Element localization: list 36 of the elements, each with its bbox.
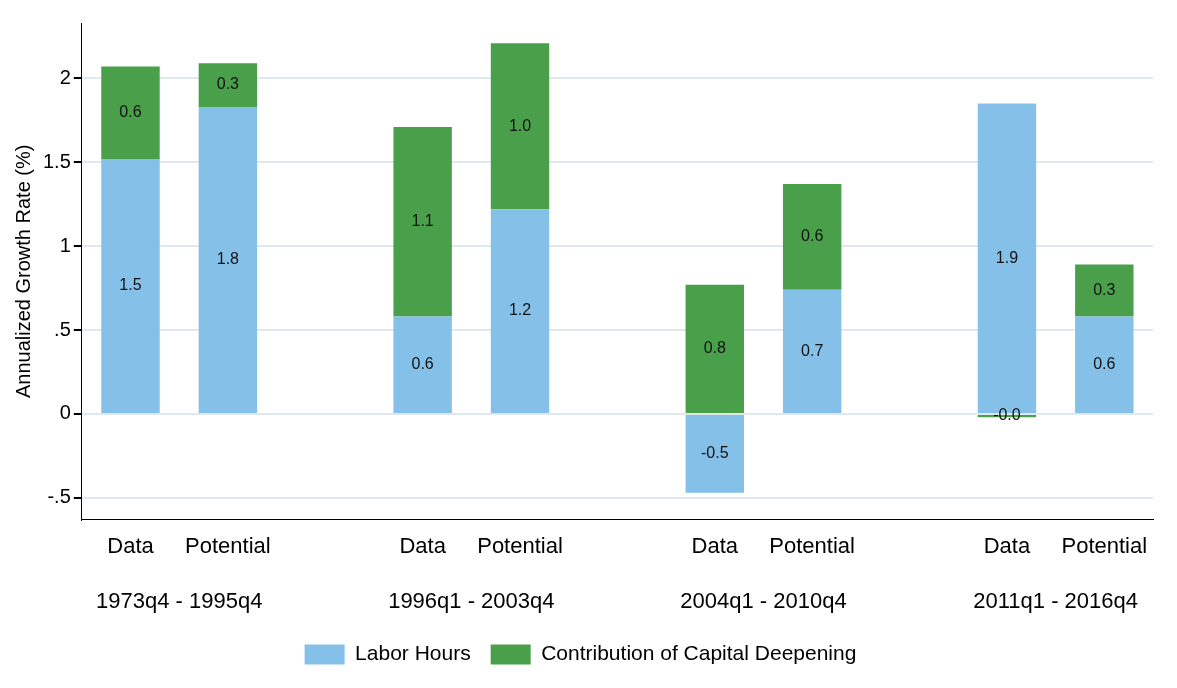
y-tick-label: 1 <box>59 233 71 256</box>
text: 1996q1 - 2003q4 <box>388 588 555 614</box>
data-label: 1.1 <box>411 212 434 230</box>
data-label: 0.3 <box>1093 281 1116 298</box>
data-label: 1.8 <box>216 250 240 268</box>
x-tick-label: Potential <box>477 532 563 558</box>
data-label: 0.7 <box>801 341 824 359</box>
text: 2011q1 - 2016q4 <box>973 588 1138 614</box>
text: 1973q4 - 1995q4 <box>96 588 263 614</box>
y-tick-label: 2 <box>59 65 71 88</box>
y-tick-label: -.5 <box>47 485 71 508</box>
legend-label: Contribution of Capital Deepening <box>541 641 857 665</box>
text: 2004q1 - 2010q4 <box>680 588 847 614</box>
x-tick-label: Data <box>983 532 1031 558</box>
data-label: 1.0 <box>508 116 532 134</box>
y-axis-title: Annualized Growth Rate (%) <box>11 144 34 399</box>
data-label: 1.5 <box>119 276 142 294</box>
y-tick-label: 1.5 <box>42 149 71 172</box>
data-label: 0.6 <box>801 227 824 245</box>
data-label: 1.9 <box>995 248 1019 266</box>
data-label: 1.2 <box>508 301 532 319</box>
data-label: 0.6 <box>119 103 142 121</box>
y-tick-label: 0 <box>59 401 71 424</box>
data-label: 0.6 <box>411 355 434 373</box>
x-tick-label: Potential <box>769 532 855 558</box>
x-tick-label: Data <box>399 532 447 558</box>
x-tick-label: Potential <box>185 532 271 558</box>
data-label: 0.6 <box>1093 355 1116 373</box>
data-label: 0.8 <box>703 339 726 357</box>
x-tick-label: Data <box>107 532 155 558</box>
y-tick-label: .5 <box>54 317 71 340</box>
x-tick-label: Data <box>691 532 739 558</box>
data-label: 0.3 <box>216 75 240 93</box>
x-tick-label: Potential <box>1061 532 1148 558</box>
legend-label: Labor Hours <box>355 641 471 665</box>
data-label: -0.5 <box>700 444 729 462</box>
